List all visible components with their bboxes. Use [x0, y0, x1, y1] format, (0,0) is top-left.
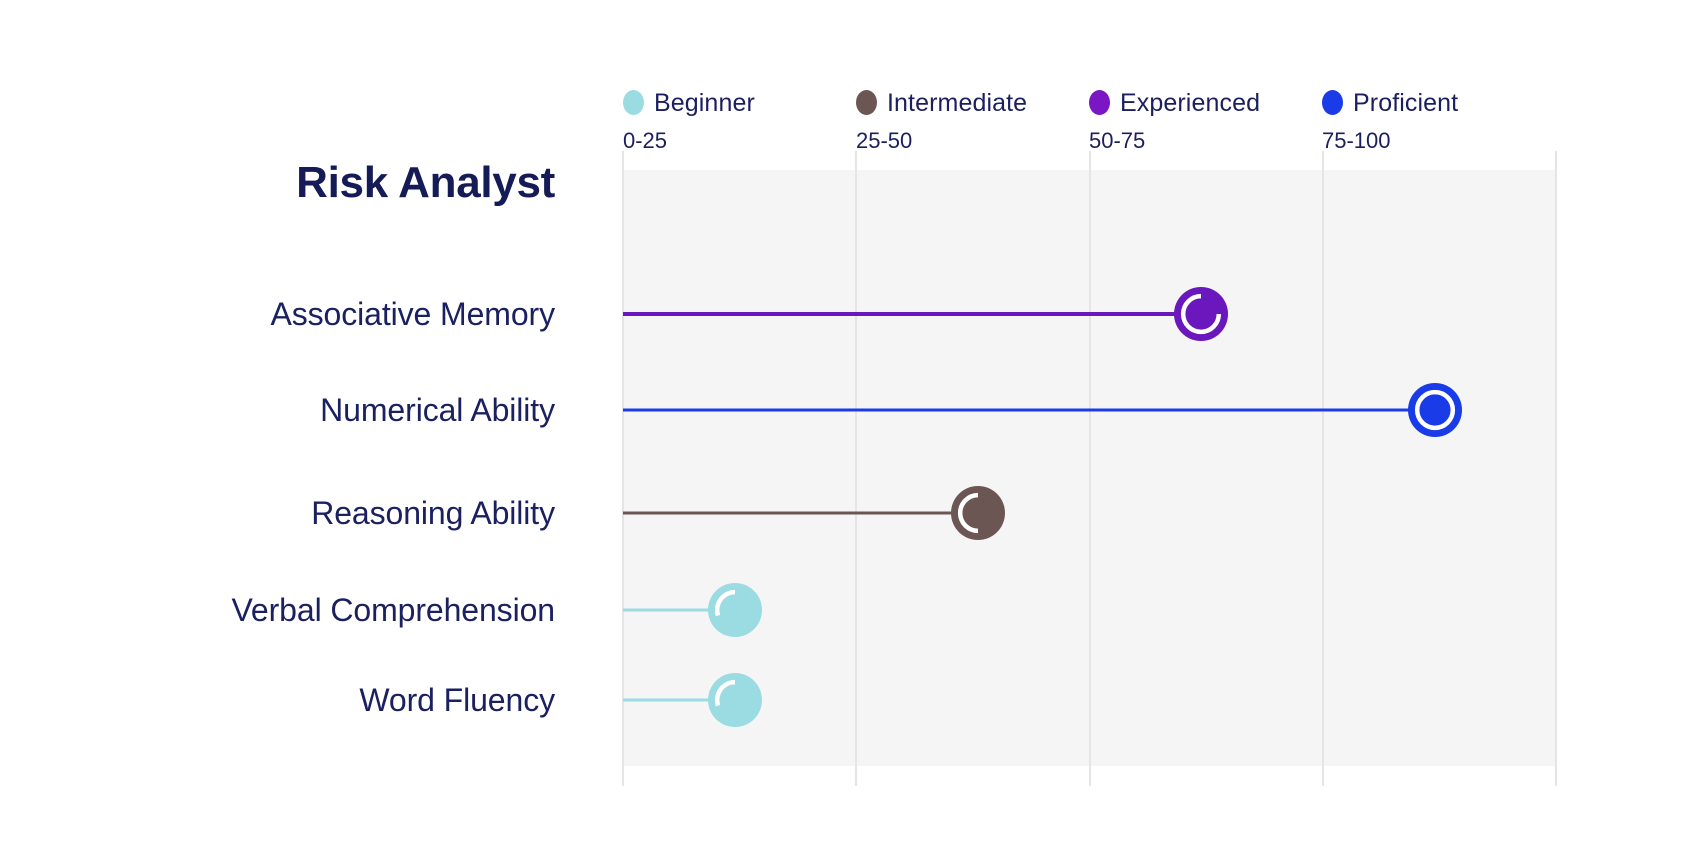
gridline-25 [855, 151, 858, 786]
gridline-75 [1321, 151, 1324, 786]
legend-range-label: 25-50 [856, 128, 913, 153]
row-label-reasoning-ability: Reasoning Ability [311, 495, 555, 531]
row-marker-intermediate[interactable] [950, 486, 1005, 540]
legend-swatch-icon [623, 90, 644, 115]
legend-swatch-icon [1322, 90, 1343, 115]
row-label-associative-memory: Associative Memory [270, 296, 556, 332]
gridline-50 [1088, 151, 1091, 786]
legend-range-label: 0-25 [623, 128, 668, 153]
legend-range-label: 75-100 [1322, 128, 1391, 153]
row-marker-beginner[interactable] [707, 583, 762, 637]
row-label-verbal-comprehension: Verbal Comprehension [231, 592, 555, 628]
gridline-100 [1555, 151, 1557, 786]
legend-swatch-icon [1089, 90, 1110, 115]
row-label-word-fluency: Word Fluency [359, 682, 555, 718]
row-lollipop-line [623, 511, 978, 515]
chart-legend: Beginner 0-25 Intermediate 25-50 Experienced… [623, 84, 1556, 154]
row-lollipop-line [623, 408, 1435, 412]
row-marker-beginner[interactable] [707, 673, 762, 727]
legend-swatch-icon [856, 90, 877, 115]
row-label-numerical-ability: Numerical Ability [320, 392, 555, 428]
row-lollipop-line [623, 608, 735, 612]
legend-label: Intermediate [887, 89, 1028, 117]
row-lollipop-line [623, 312, 1202, 316]
row-marker-proficient[interactable] [1407, 383, 1462, 437]
gridline-0 [622, 151, 624, 786]
row-marker-experienced[interactable] [1174, 287, 1229, 341]
row-lollipop-line [623, 698, 735, 702]
legend-range-label: 50-75 [1089, 128, 1146, 153]
legend-label: Beginner [654, 89, 755, 117]
legend-label: Proficient [1353, 89, 1459, 117]
chart-title: Risk Analyst [296, 158, 555, 207]
legend-label: Experienced [1120, 89, 1261, 117]
